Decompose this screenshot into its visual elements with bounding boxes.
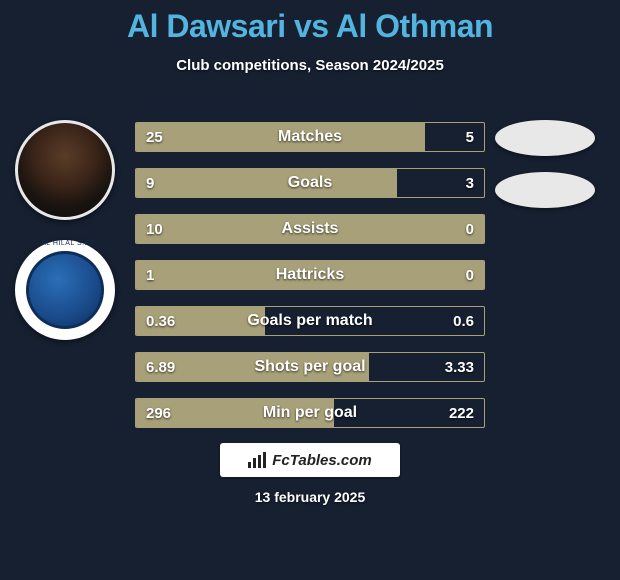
stat-right-value: 222 [449, 399, 474, 427]
stat-label: Min per goal [136, 399, 484, 427]
stat-label: Matches [136, 123, 484, 151]
stat-row: 296Min per goal222 [135, 398, 485, 428]
stat-row: 6.89Shots per goal3.33 [135, 352, 485, 382]
stat-right-value: 5 [466, 123, 474, 151]
club-logo-inner [26, 251, 104, 329]
stat-label: Goals [136, 169, 484, 197]
stat-right-value: 0 [466, 261, 474, 289]
player1-club-logo [15, 240, 115, 340]
player1-avatar [15, 120, 115, 220]
stat-label: Hattricks [136, 261, 484, 289]
page-title: Al Dawsari vs Al Othman [0, 0, 620, 45]
player2-club-placeholder [495, 172, 595, 208]
player2-avatar-placeholder [495, 120, 595, 156]
stat-label: Shots per goal [136, 353, 484, 381]
stat-row: 0.36Goals per match0.6 [135, 306, 485, 336]
stat-row: 10Assists0 [135, 214, 485, 244]
stat-label: Goals per match [136, 307, 484, 335]
page-subtitle: Club competitions, Season 2024/2025 [0, 57, 620, 74]
left-column [10, 120, 120, 340]
chart-icon [248, 452, 266, 468]
stat-right-value: 0.6 [453, 307, 474, 335]
footer-brand-text: FcTables.com [272, 452, 371, 469]
footer-date: 13 february 2025 [0, 489, 620, 505]
right-column [487, 120, 602, 224]
stat-row: 1Hattricks0 [135, 260, 485, 290]
stat-row: 9Goals3 [135, 168, 485, 198]
stat-label: Assists [136, 215, 484, 243]
stat-row: 25Matches5 [135, 122, 485, 152]
stat-right-value: 3.33 [445, 353, 474, 381]
stat-right-value: 3 [466, 169, 474, 197]
comparison-rows: 25Matches5 9Goals3 10Assists0 1Hattricks0 0.… [135, 122, 485, 444]
stat-right-value: 0 [466, 215, 474, 243]
footer-brand: FcTables.com [220, 443, 400, 477]
